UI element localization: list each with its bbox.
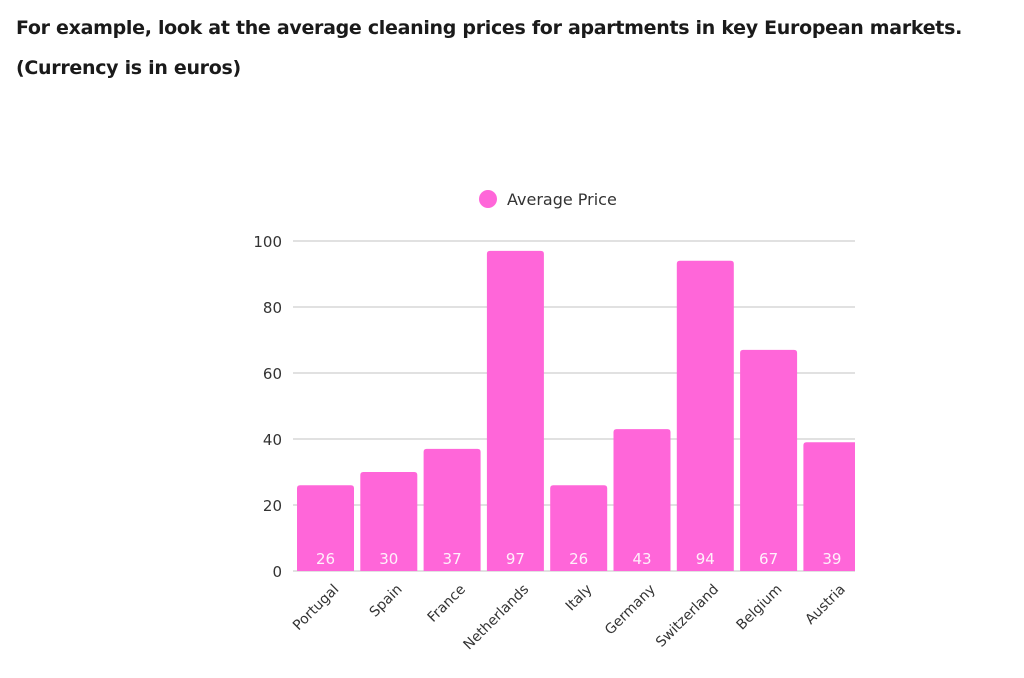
bar-switzerland [676,260,734,571]
bar-belgium [740,349,798,571]
y-tick-label: 100 [253,233,282,251]
bar-italy [550,485,608,571]
y-tick-label: 40 [263,431,282,449]
data-label: 26 [316,550,335,568]
y-tick-label: 20 [263,497,282,515]
x-tick-label: Portugal [290,582,342,634]
data-label: 39 [822,550,841,568]
legend-label: Average Price [507,190,617,209]
intro-line-2: (Currency is in euros) [16,57,241,79]
x-tick-label: Spain [367,582,406,621]
x-tick-label: Italy [563,582,596,615]
bar-germany [613,429,671,571]
x-tick-label: Germany [602,582,659,639]
data-label: 37 [443,550,462,568]
bar-spain [360,472,418,571]
legend-marker [479,190,497,208]
x-tick-label: Belgium [734,582,786,634]
data-label: 43 [632,550,651,568]
legend: Average Price [479,190,617,209]
data-label: 67 [759,550,778,568]
bar-netherlands [486,250,544,571]
x-tick-label: France [425,582,469,626]
bar-portugal [297,485,354,571]
x-tick-label: Switzerland [653,582,722,651]
y-tick-label: 60 [263,365,282,383]
data-label: 97 [506,550,525,568]
data-label: 94 [696,550,715,568]
data-label: 30 [379,550,398,568]
x-tick-label: Austria [802,582,848,628]
intro-line-1: For example, look at the average cleanin… [16,17,963,39]
bar-france [423,448,481,571]
y-tick-label: 0 [272,563,282,581]
y-tick-label: 80 [263,299,282,317]
bar-austria [803,442,855,571]
x-tick-label: Netherlands [461,582,533,654]
intro-text: For example, look at the average cleanin… [16,8,962,88]
data-label: 26 [569,550,588,568]
